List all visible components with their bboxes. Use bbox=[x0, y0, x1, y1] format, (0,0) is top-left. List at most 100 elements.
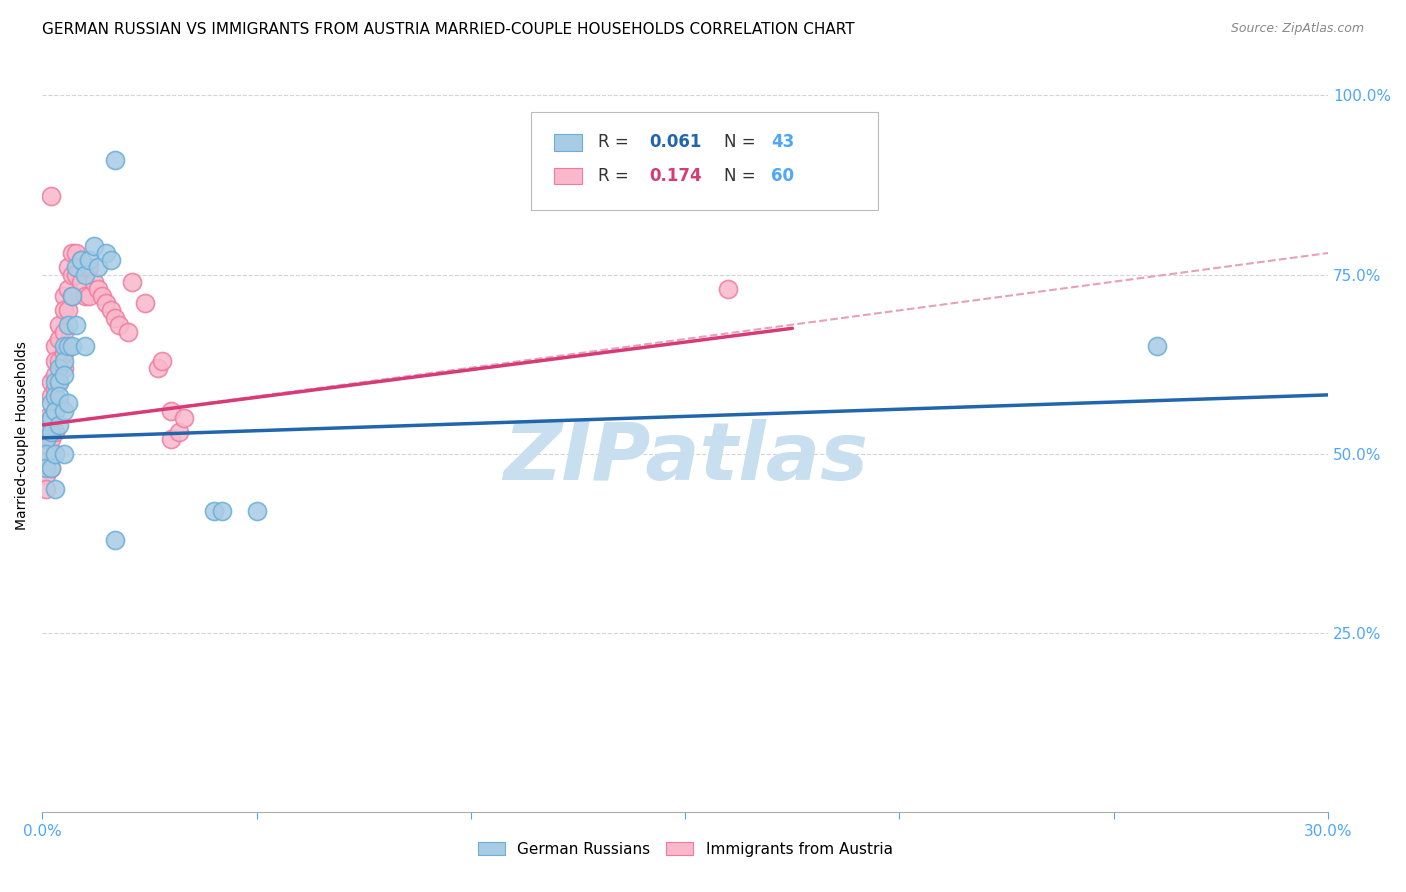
Point bbox=[52, 346, 75, 360]
Point bbox=[35, 447, 58, 461]
Text: 60: 60 bbox=[772, 167, 794, 186]
Point bbox=[65, 318, 87, 332]
Text: N =: N = bbox=[724, 167, 761, 186]
Point bbox=[60, 246, 83, 260]
Text: GERMAN RUSSIAN VS IMMIGRANTS FROM AUSTRIA MARRIED-COUPLE HOUSEHOLDS CORRELATION : GERMAN RUSSIAN VS IMMIGRANTS FROM AUSTRI… bbox=[42, 22, 855, 37]
Point bbox=[39, 410, 62, 425]
Point bbox=[150, 353, 173, 368]
Point bbox=[52, 360, 75, 375]
Point bbox=[79, 253, 101, 268]
Point bbox=[52, 368, 75, 382]
Point bbox=[69, 253, 91, 268]
Point bbox=[121, 275, 143, 289]
Point bbox=[87, 282, 110, 296]
Point bbox=[173, 410, 195, 425]
Point bbox=[169, 425, 191, 439]
Point bbox=[39, 425, 62, 439]
Point bbox=[56, 339, 79, 353]
Point bbox=[44, 368, 66, 382]
Point bbox=[65, 260, 87, 275]
Point bbox=[52, 303, 75, 318]
Point bbox=[79, 289, 101, 303]
Point bbox=[117, 325, 139, 339]
Point bbox=[35, 425, 58, 439]
Point bbox=[52, 447, 75, 461]
Y-axis label: Married-couple Households: Married-couple Households bbox=[15, 342, 30, 530]
Point bbox=[73, 268, 96, 282]
Point bbox=[44, 483, 66, 497]
Point bbox=[44, 403, 66, 417]
Point bbox=[83, 275, 105, 289]
Text: R =: R = bbox=[598, 167, 634, 186]
Point bbox=[44, 375, 66, 389]
Point bbox=[245, 504, 267, 518]
Point bbox=[73, 260, 96, 275]
Point bbox=[35, 468, 58, 483]
Point bbox=[146, 360, 169, 375]
Text: N =: N = bbox=[724, 133, 761, 152]
Point bbox=[44, 353, 66, 368]
Point bbox=[39, 389, 62, 403]
FancyBboxPatch shape bbox=[554, 168, 582, 185]
Point bbox=[56, 282, 79, 296]
Legend: German Russians, Immigrants from Austria: German Russians, Immigrants from Austria bbox=[470, 834, 900, 864]
Point bbox=[35, 417, 58, 432]
Text: 0.061: 0.061 bbox=[650, 133, 702, 152]
Point bbox=[96, 246, 118, 260]
Point bbox=[39, 461, 62, 475]
Point bbox=[91, 289, 114, 303]
Point bbox=[717, 282, 740, 296]
Point bbox=[39, 432, 62, 446]
Point bbox=[48, 375, 70, 389]
Point bbox=[44, 447, 66, 461]
Point bbox=[44, 382, 66, 396]
Point bbox=[1146, 339, 1168, 353]
Point bbox=[39, 188, 62, 202]
Point bbox=[39, 375, 62, 389]
Point bbox=[44, 339, 66, 353]
Point bbox=[48, 389, 70, 403]
Point bbox=[60, 268, 83, 282]
Point bbox=[39, 396, 62, 410]
Point bbox=[65, 246, 87, 260]
Point bbox=[52, 325, 75, 339]
Point bbox=[73, 339, 96, 353]
FancyBboxPatch shape bbox=[554, 134, 582, 151]
Point bbox=[100, 253, 122, 268]
Point bbox=[65, 268, 87, 282]
Text: 43: 43 bbox=[772, 133, 794, 152]
Point bbox=[44, 425, 66, 439]
FancyBboxPatch shape bbox=[531, 112, 879, 210]
Point bbox=[56, 396, 79, 410]
Point bbox=[56, 260, 79, 275]
Point bbox=[56, 318, 79, 332]
Point bbox=[83, 239, 105, 253]
Point bbox=[44, 389, 66, 403]
Point bbox=[52, 289, 75, 303]
Point bbox=[100, 303, 122, 318]
Point bbox=[35, 410, 58, 425]
Point bbox=[48, 353, 70, 368]
Point bbox=[48, 318, 70, 332]
Point bbox=[60, 339, 83, 353]
Point bbox=[52, 403, 75, 417]
Point bbox=[48, 396, 70, 410]
Point bbox=[69, 275, 91, 289]
Point bbox=[44, 447, 66, 461]
Point bbox=[39, 461, 62, 475]
Point bbox=[39, 410, 62, 425]
Point bbox=[73, 289, 96, 303]
Point bbox=[48, 375, 70, 389]
Point bbox=[87, 260, 110, 275]
Point bbox=[48, 332, 70, 346]
Point bbox=[159, 432, 181, 446]
Point bbox=[211, 504, 233, 518]
Point bbox=[104, 153, 127, 167]
Point bbox=[56, 303, 79, 318]
Point bbox=[35, 454, 58, 468]
Text: ZIPatlas: ZIPatlas bbox=[503, 419, 868, 498]
Point bbox=[35, 461, 58, 475]
Point bbox=[79, 260, 101, 275]
Point bbox=[60, 289, 83, 303]
Point bbox=[35, 440, 58, 454]
